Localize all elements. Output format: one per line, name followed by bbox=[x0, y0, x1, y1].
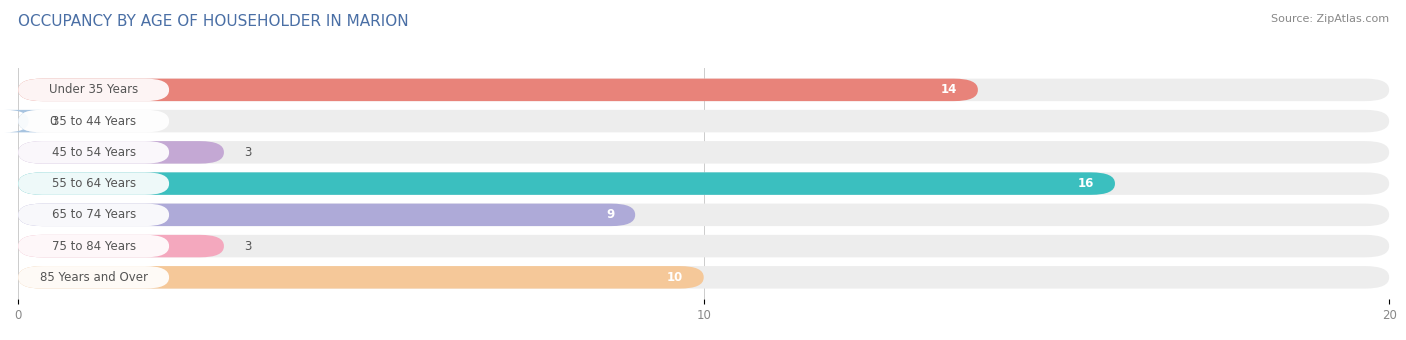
Text: 16: 16 bbox=[1078, 177, 1094, 190]
Text: 3: 3 bbox=[245, 146, 252, 159]
FancyBboxPatch shape bbox=[18, 235, 1389, 257]
FancyBboxPatch shape bbox=[18, 79, 1389, 101]
Text: 65 to 74 Years: 65 to 74 Years bbox=[52, 208, 136, 221]
Text: 55 to 64 Years: 55 to 64 Years bbox=[52, 177, 136, 190]
Text: 14: 14 bbox=[941, 83, 957, 96]
FancyBboxPatch shape bbox=[18, 204, 636, 226]
Text: 9: 9 bbox=[606, 208, 614, 221]
Text: 0: 0 bbox=[49, 115, 56, 128]
FancyBboxPatch shape bbox=[18, 172, 1389, 195]
FancyBboxPatch shape bbox=[18, 110, 1389, 132]
FancyBboxPatch shape bbox=[18, 79, 169, 101]
FancyBboxPatch shape bbox=[18, 204, 169, 226]
FancyBboxPatch shape bbox=[18, 141, 169, 164]
FancyBboxPatch shape bbox=[4, 110, 42, 132]
FancyBboxPatch shape bbox=[18, 266, 169, 289]
FancyBboxPatch shape bbox=[18, 79, 979, 101]
Text: 45 to 54 Years: 45 to 54 Years bbox=[52, 146, 136, 159]
Text: 10: 10 bbox=[666, 271, 683, 284]
Text: OCCUPANCY BY AGE OF HOUSEHOLDER IN MARION: OCCUPANCY BY AGE OF HOUSEHOLDER IN MARIO… bbox=[18, 14, 409, 29]
FancyBboxPatch shape bbox=[18, 172, 169, 195]
FancyBboxPatch shape bbox=[18, 141, 1389, 164]
Text: Under 35 Years: Under 35 Years bbox=[49, 83, 138, 96]
FancyBboxPatch shape bbox=[18, 141, 224, 164]
Text: 85 Years and Over: 85 Years and Over bbox=[39, 271, 148, 284]
Text: Source: ZipAtlas.com: Source: ZipAtlas.com bbox=[1271, 14, 1389, 23]
FancyBboxPatch shape bbox=[18, 235, 169, 257]
Text: 3: 3 bbox=[245, 240, 252, 253]
FancyBboxPatch shape bbox=[18, 204, 1389, 226]
FancyBboxPatch shape bbox=[18, 266, 704, 289]
Text: 75 to 84 Years: 75 to 84 Years bbox=[52, 240, 136, 253]
FancyBboxPatch shape bbox=[18, 110, 169, 132]
Text: 35 to 44 Years: 35 to 44 Years bbox=[52, 115, 136, 128]
FancyBboxPatch shape bbox=[18, 172, 1115, 195]
FancyBboxPatch shape bbox=[18, 235, 224, 257]
FancyBboxPatch shape bbox=[18, 266, 1389, 289]
